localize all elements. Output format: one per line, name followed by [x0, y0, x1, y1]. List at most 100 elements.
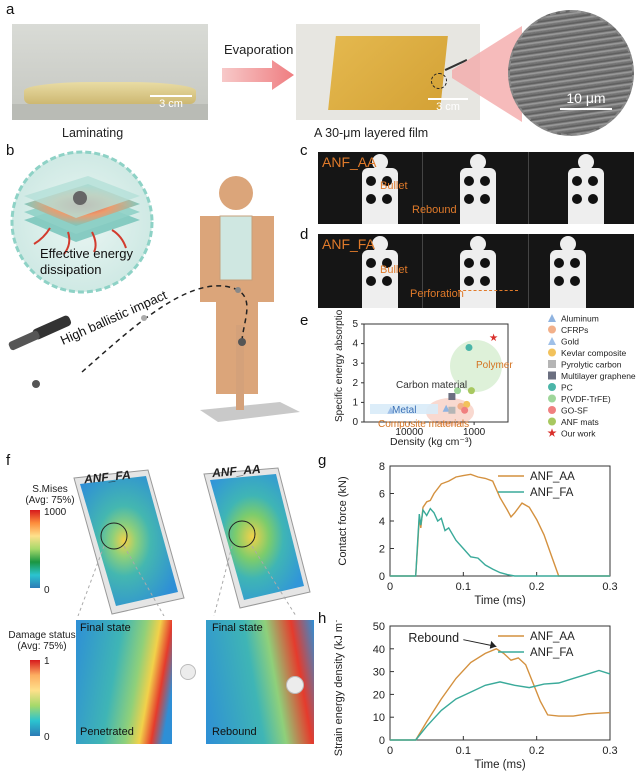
legend-label: ANF_AA [530, 631, 575, 643]
damage-subtitle: (Avg: 75%) [17, 641, 67, 652]
damage-colorbar [30, 660, 40, 736]
smises-legend-title: S.Mises (Avg: 75%) [22, 484, 78, 506]
legend-label: CFRPs [561, 325, 588, 335]
rebound-state-label: Rebound [212, 726, 257, 738]
smises-colorbar [30, 510, 40, 588]
damage-closeup-right [206, 620, 314, 744]
x-tick-label: 0.3 [602, 581, 617, 593]
x-axis-label: Time (ms) [474, 595, 525, 607]
y-tick-label: 50 [373, 621, 385, 633]
plot-frame [389, 625, 611, 741]
data-point-aluminum [442, 404, 450, 412]
legend-marker [548, 406, 556, 414]
carbon-label: Carbon material [396, 380, 467, 391]
x-tick-label: 0.2 [529, 581, 544, 593]
y-tick-label: 0 [379, 735, 385, 747]
contact-force-chart: 0 2 4 6 8 0 0.1 0.2 0.3 Time (ms) Contact force (k… [337, 461, 618, 607]
caption-layered-film: A 30-μm layered film [314, 126, 429, 140]
data-point-pyrolytic-carbon [448, 406, 456, 414]
panel-label-e: e [300, 312, 309, 329]
smises-max: 1000 [44, 507, 67, 518]
evaporation-arrow [222, 60, 294, 90]
y-tick-label: 2 [379, 544, 385, 556]
legend-marker [548, 394, 556, 403]
damage-legend-title: Damage status (Avg: 75%) [4, 630, 80, 652]
plot-frame [363, 323, 509, 423]
panel-label-f: f [6, 452, 11, 469]
legend-label: Our work [561, 429, 596, 439]
data-point-kevlar-composite [463, 400, 471, 408]
y-tick-label: 2 [352, 378, 358, 389]
caption-laminating: Laminating [62, 126, 124, 140]
legend-marker [548, 314, 556, 322]
bullet-label: Bullet [380, 180, 408, 192]
metal-label: Metal [392, 405, 416, 416]
panel-label-a: a [6, 1, 15, 18]
legend-marker [548, 417, 556, 426]
panel-label-h: h [318, 610, 327, 627]
series-line-anf-fa [390, 669, 611, 741]
y-tick-label: 5 [352, 319, 358, 330]
panel-label-g: g [318, 452, 327, 469]
scale-bar-label: 3 cm [159, 98, 183, 110]
legend-marker [548, 383, 556, 391]
region-polymer [450, 340, 502, 392]
data-point-pc [465, 344, 473, 352]
y-tick-label: 3 [352, 358, 358, 369]
high-speed-sequence-fa: ANF_FA Bullet Perforation [318, 234, 634, 308]
sequence-title: ANF_AA [322, 154, 377, 170]
stress-plates [73, 467, 311, 616]
x-tick-label: 0 [387, 745, 393, 757]
legend-marker [548, 348, 556, 357]
legend-label: Multilayer graphene [561, 371, 636, 381]
panel-label-b: b [6, 142, 15, 159]
x-tick-label: 0.1 [456, 745, 471, 757]
legend-label: Gold [561, 337, 579, 347]
damage-closeup-left [76, 620, 172, 744]
x-axis-label: Density (kg cm⁻³) [390, 436, 472, 448]
x-tick-label: 1000 [463, 427, 486, 438]
plot-frame [389, 465, 611, 577]
y-tick-label: 20 [373, 689, 385, 701]
smises-subtitle: (Avg: 75%) [25, 495, 75, 506]
evaporation-label: Evaporation [224, 42, 294, 57]
x-tick-label: 10000 [395, 427, 423, 438]
bullet-label: Bullet [380, 264, 408, 276]
data-point-anf-mats [467, 387, 475, 395]
legend-marker [547, 428, 557, 437]
arrow-head [489, 640, 497, 649]
data-point-multilayer-graphene [448, 393, 456, 401]
final-state-right: Final state [212, 622, 263, 634]
legend-label: ANF mats [561, 417, 599, 427]
final-state-left: Final state [80, 622, 131, 634]
x-tick-label: 0.2 [529, 745, 544, 757]
legend-marker [548, 371, 556, 380]
laminate-photo: 3 cm [12, 24, 208, 120]
damage-max: 1 [44, 656, 50, 667]
y-tick-label: 0 [352, 417, 358, 428]
perforation-label: Perforation [410, 288, 464, 300]
energy-absorption-chart: 0 1 2 3 4 5 10000 1000 Polymer Carbon material… [334, 310, 636, 448]
y-tick-label: 10 [373, 712, 385, 724]
legend-marker [548, 337, 556, 345]
series-line-anf-aa [390, 648, 611, 741]
damage-title: Damage status [8, 630, 76, 641]
strain-energy-chart: 0 10 20 30 40 50 0 0.1 0.2 0.3 Time (ms) Strain ene… [333, 620, 618, 771]
penetrated-label: Penetrated [80, 726, 134, 738]
polymer-label: Polymer [476, 360, 513, 371]
legend-marker [548, 325, 556, 334]
x-tick-label: 0.1 [456, 581, 471, 593]
ballistic-illustration [8, 150, 300, 422]
y-tick-label: 1 [352, 397, 358, 408]
legend-marker [548, 360, 556, 368]
legend-label: ANF_FA [530, 647, 574, 659]
sem-image: 10 μm [508, 10, 634, 136]
y-axis-label: Specific energy absorption (MJ kg⁻¹) [334, 310, 345, 422]
y-tick-label: 0 [379, 571, 385, 583]
legend-label: Aluminum [561, 314, 599, 324]
legend-label: ANF_AA [530, 471, 575, 483]
zoom-cone [452, 26, 522, 122]
y-tick-label: 30 [373, 667, 385, 679]
dissipation-text: Effective energy dissipation [40, 246, 133, 277]
x-tick-label: 0 [387, 581, 393, 593]
